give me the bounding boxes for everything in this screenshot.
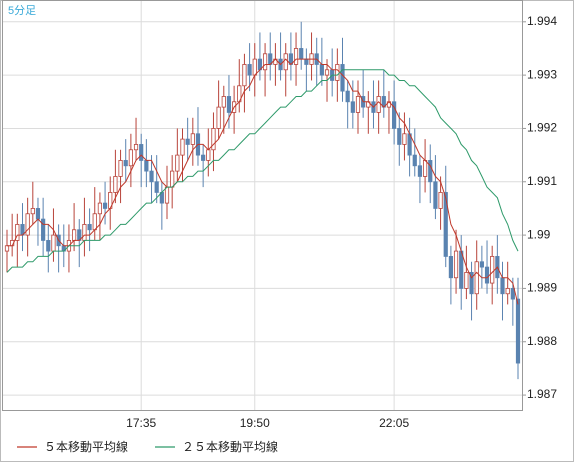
candle-body	[97, 202, 103, 215]
candle-body	[113, 176, 118, 193]
ma-line	[6, 69, 519, 273]
plot-area	[2, 0, 523, 411]
candle-body	[190, 133, 195, 145]
y-tick-label: 1.992	[527, 121, 557, 135]
candle-body	[51, 234, 56, 252]
candle-body	[123, 160, 128, 167]
candle-body	[304, 58, 309, 65]
candle-body	[438, 192, 443, 209]
legend-label: ２５本移動平均線	[182, 439, 278, 454]
candle-body	[35, 208, 41, 220]
candle-body	[428, 160, 433, 183]
candle-body	[448, 256, 453, 279]
candle-body	[397, 128, 402, 145]
candle-body	[453, 250, 459, 279]
candle-body	[422, 160, 428, 177]
candle-body	[149, 170, 154, 183]
x-tick-label: 17:35	[126, 416, 156, 430]
candle-body	[340, 64, 345, 92]
candle-body	[102, 202, 108, 209]
candle-body	[25, 213, 30, 236]
y-tick-label: 1.994	[527, 14, 557, 28]
candle-body	[443, 192, 448, 257]
x-tick-label: 22:05	[379, 416, 409, 430]
y-tick-label: 1.99	[527, 227, 551, 241]
y-tick-label: 1.991	[527, 174, 557, 188]
candle-body	[392, 101, 397, 129]
candle-body	[201, 154, 206, 161]
candle-body	[128, 149, 133, 167]
candle-body	[500, 277, 505, 295]
candle-body	[474, 261, 479, 295]
candle-body	[133, 144, 139, 151]
candle-body	[139, 144, 144, 161]
candle-body	[479, 261, 484, 268]
candle-body	[345, 90, 350, 103]
ma-line	[7, 58, 519, 305]
candle-body	[4, 245, 10, 252]
candle-body	[262, 53, 268, 71]
candle-body	[350, 101, 355, 113]
candle-body	[15, 224, 20, 241]
candle-body	[247, 64, 252, 76]
candle-body	[226, 96, 232, 113]
candle-body	[87, 224, 92, 231]
y-tick-label: 1.988	[527, 334, 557, 348]
chart-label: 5分足	[8, 4, 36, 17]
legend-label: ５本移動平均線	[44, 439, 128, 454]
candle-body	[242, 64, 247, 87]
candle-body	[252, 58, 257, 76]
candle-body	[464, 272, 469, 289]
candle-body	[216, 106, 221, 129]
candle-body	[293, 48, 299, 65]
candle-body	[505, 288, 510, 295]
candle-body	[283, 53, 288, 71]
candle-body	[164, 186, 170, 204]
y-tick-label: 1.987	[527, 387, 557, 401]
candle-body	[221, 96, 226, 108]
candle-body	[459, 250, 464, 289]
candle-body	[515, 298, 521, 364]
candle-body	[144, 160, 149, 172]
candle-body	[324, 69, 330, 76]
candle-body	[30, 208, 35, 215]
candle-body	[154, 181, 159, 193]
candle-body	[185, 138, 190, 145]
x-tick-label: 19:50	[240, 416, 270, 430]
candle-body	[170, 170, 175, 188]
candle-body	[469, 272, 474, 295]
candle-body	[319, 64, 324, 76]
candle-body	[484, 266, 490, 284]
candle-body	[433, 181, 438, 209]
candle-body	[490, 256, 495, 284]
candle-body	[118, 160, 123, 177]
candle-body	[402, 133, 407, 145]
candle-body	[206, 149, 211, 161]
candle-body	[376, 96, 381, 113]
y-tick-label: 1.989	[527, 281, 557, 295]
candle-body	[92, 213, 97, 231]
y-tick-label: 1.993	[527, 67, 557, 81]
candle-body	[72, 229, 77, 241]
candle-body	[335, 64, 340, 81]
candle-body	[41, 218, 46, 241]
candle-body	[175, 154, 180, 172]
candle-body	[355, 96, 361, 113]
candle-body	[46, 240, 51, 252]
candle-body	[180, 138, 185, 156]
candle-body	[299, 48, 304, 60]
candle-body	[510, 288, 515, 300]
candle-body	[211, 128, 216, 151]
candle-body	[417, 165, 423, 177]
candle-body	[82, 224, 87, 241]
candle-body	[412, 154, 417, 167]
